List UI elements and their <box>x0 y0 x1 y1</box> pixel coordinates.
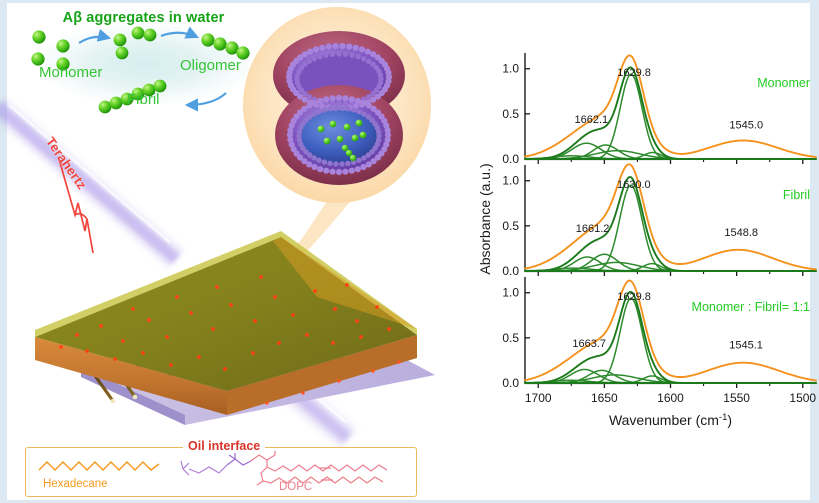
arrow-to-oligomer <box>160 26 200 39</box>
y-tick-label: 0.5 <box>502 331 519 345</box>
protein-dots-on-surface <box>59 275 391 371</box>
oligomer-beads <box>201 33 250 60</box>
spectrum-curve-envelope <box>524 163 817 271</box>
panel-label-monomer: Monomer <box>757 76 810 90</box>
dopc-label: DOPC <box>279 481 313 493</box>
spectrum-curve-envelope <box>524 54 817 158</box>
spectrum-curve-cumulative-fit <box>524 176 817 272</box>
x-tick-label: 1650 <box>591 391 618 405</box>
peak-annotation: 1545.1 <box>729 340 763 352</box>
peak-annotation: 1548.8 <box>724 227 758 239</box>
terahertz-waveform-icon <box>58 158 94 254</box>
arrow-monomer-to-oligomer <box>78 28 112 44</box>
abeta-particles-inside-vesicle <box>317 119 367 162</box>
x-axis-title: Wavenumber (cm-1) <box>609 412 732 428</box>
y-tick-label: 0.0 <box>502 152 519 166</box>
peak-annotation: 1630.0 <box>617 179 651 191</box>
y-tick-label: 1.0 <box>502 62 519 76</box>
hexadecane-structure <box>38 460 160 472</box>
oil-interface-legend-box <box>25 447 417 497</box>
label-oligomer: Oligomer <box>180 57 241 74</box>
y-tick-label: 0.0 <box>502 376 519 390</box>
x-tick-label: 1700 <box>525 391 552 405</box>
aggregation-title: Aβ aggregates in water <box>62 10 225 26</box>
peak-annotation: 1629.8 <box>617 67 651 79</box>
x-tick-label: 1500 <box>789 391 816 405</box>
spectrum-curve-envelope <box>524 279 817 382</box>
hexadecane-label: Hexadecane <box>43 478 108 490</box>
dopc-structure <box>180 451 388 486</box>
ftir-spectra-plot: 0.0 0.5 1.0 1662.1 1629.8 1545.0 Monomer 0.0 0.5… <box>477 53 817 428</box>
aggregation-pathway-diagram <box>31 26 250 114</box>
peak-annotation: 1629.8 <box>617 291 651 303</box>
y-tick-label: 1.0 <box>502 286 519 300</box>
lipid-vesicle-illustration <box>273 31 405 185</box>
oil-interface-title: Oil interface <box>183 439 266 453</box>
peak-annotation: 1662.1 <box>575 114 609 126</box>
y-axis-title: Absorbance (a.u.) <box>477 163 493 274</box>
peak-annotation: 1661.2 <box>576 223 610 235</box>
y-tick-label: 1.0 <box>502 174 519 188</box>
protein-dots-on-edge <box>265 360 401 405</box>
label-fibril: Fibril <box>127 91 160 108</box>
y-tick-label: 0.5 <box>502 107 519 121</box>
x-tick-label: 1600 <box>657 391 684 405</box>
y-tick-label: 0.5 <box>502 219 519 233</box>
label-monomer: Monomer <box>39 64 103 81</box>
metamaterial-substrate-illustration <box>35 231 435 425</box>
peak-annotation: 1545.0 <box>729 119 763 131</box>
y-tick-label: 0.0 <box>502 264 519 278</box>
monomer-beads <box>31 30 70 71</box>
panel-label-fibril: Fibril <box>783 188 810 202</box>
spectrum-curve-cumulative-fit <box>524 66 817 160</box>
spectrum-curve-cumulative-fit <box>524 291 817 384</box>
fibril-beads <box>98 79 167 114</box>
arrow-oligomer-to-fibril <box>184 92 227 112</box>
panel-label-monomer-fibril-1-1: Monomer : Fibril= 1:1 <box>692 300 810 314</box>
small-oligomer-beads <box>113 26 157 60</box>
peak-annotation: 1663.7 <box>572 338 606 350</box>
x-tick-label: 1550 <box>723 391 750 405</box>
